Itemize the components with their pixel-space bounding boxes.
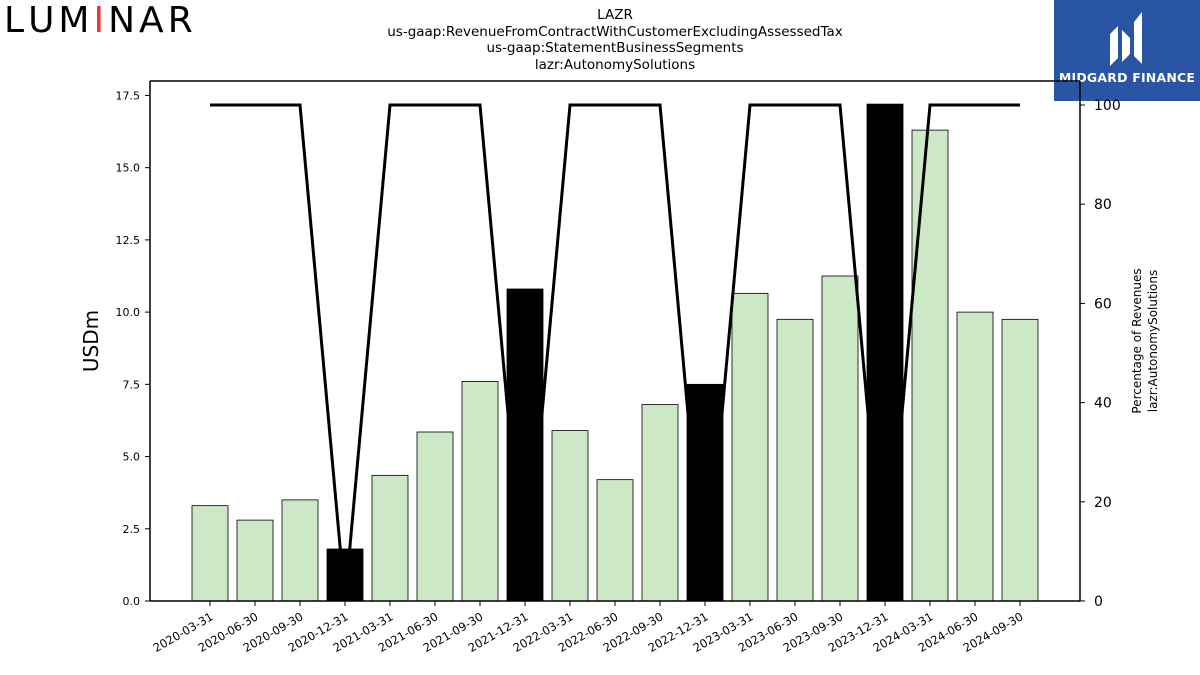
logo-letter: I (93, 0, 109, 41)
y-tick-label: 12.5 (116, 234, 141, 247)
bar (416, 431, 454, 602)
midgard-brand-text: MIDGARD FINANCE (1058, 70, 1196, 85)
y-right-tick-label: 100 (1094, 98, 1121, 114)
bar (1001, 318, 1039, 602)
bar (956, 311, 994, 602)
bar (821, 275, 859, 602)
bar (191, 505, 229, 602)
bar (461, 381, 499, 602)
bar (596, 479, 634, 602)
logo-letter: R (167, 0, 197, 41)
y-right-tick-label: 80 (1094, 197, 1112, 213)
bar (551, 430, 589, 602)
y-axis-label: USDm (79, 310, 103, 372)
title-axis: us-gaap:StatementBusinessSegments (486, 40, 744, 56)
y-tick-label: 5.0 (123, 451, 141, 464)
logo-letter: L (4, 0, 29, 41)
bar (236, 519, 274, 602)
y-tick-label: 2.5 (123, 523, 141, 536)
y-tick-label: 15.0 (116, 162, 141, 175)
bar-highlighted (866, 103, 904, 602)
y-right-axis-label: Percentage of Revenues (1130, 268, 1144, 413)
chart-title: LAZR us-gaap:RevenueFromContractWithCust… (300, 7, 930, 73)
bar-highlighted (506, 288, 544, 602)
y-tick-label: 10.0 (116, 306, 141, 319)
bar (911, 129, 949, 602)
bar (641, 404, 679, 602)
y-right-tick-label: 40 (1094, 396, 1112, 412)
logo-letter: M (58, 0, 94, 41)
bar-highlighted (686, 383, 724, 602)
luminar-logo: LUMINAR (4, 0, 197, 41)
y-right-axis-label: lazr:AutonomySolutions (1146, 270, 1160, 413)
title-member: lazr:AutonomySolutions (534, 56, 696, 73)
bar (371, 474, 409, 602)
logo-letter: A (139, 0, 168, 41)
y-tick-label: 0.0 (123, 595, 141, 608)
bar (731, 292, 769, 602)
logo-letter: U (28, 0, 59, 41)
y-tick-label: 17.5 (116, 89, 141, 102)
title-metric: us-gaap:RevenueFromContractWithCustomerE… (387, 23, 843, 40)
bar (776, 318, 814, 602)
title-ticker: LAZR (597, 7, 633, 23)
y-right-tick-label: 20 (1094, 495, 1112, 511)
logo-letter: N (108, 0, 140, 41)
bar (281, 499, 319, 602)
y-right-tick-label: 0 (1094, 594, 1103, 610)
y-right-tick-label: 60 (1094, 296, 1112, 312)
midgard-mark-icon (1110, 12, 1142, 66)
midgard-finance-logo: MIDGARD FINANCE (1054, 0, 1200, 101)
y-tick-label: 7.5 (123, 378, 141, 391)
